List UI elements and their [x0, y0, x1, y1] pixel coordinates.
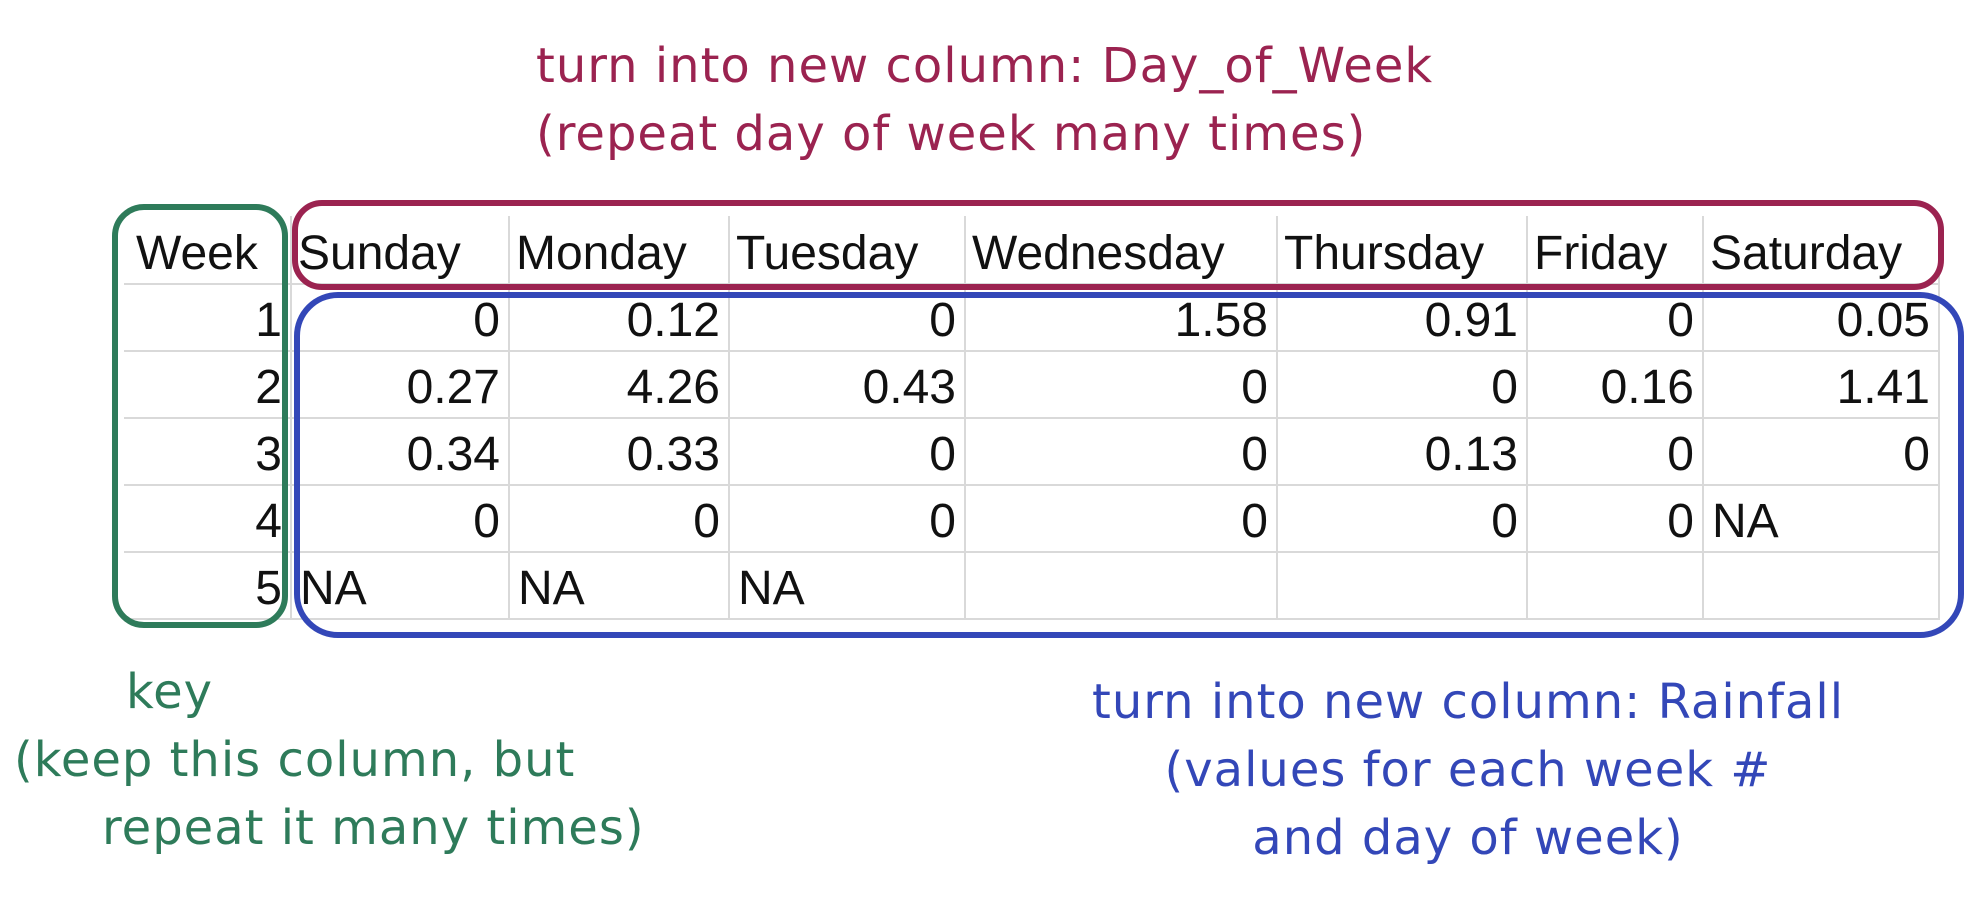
- cell-sunday[interactable]: 0: [290, 484, 510, 553]
- header-thursday[interactable]: Thursday: [1276, 217, 1528, 285]
- cell-saturday[interactable]: [1702, 551, 1940, 620]
- cell-week[interactable]: 1: [125, 283, 292, 352]
- key-annotation: key (keep this column, but repeat it man…: [14, 658, 645, 862]
- cell-saturday[interactable]: NA: [1702, 484, 1940, 553]
- day-of-week-annotation-line2: (repeat day of week many times): [536, 106, 1367, 162]
- cell-tuesday[interactable]: 0: [728, 417, 966, 486]
- header-tuesday[interactable]: Tuesday: [728, 217, 966, 285]
- key-annotation-line3: repeat it many times): [102, 800, 645, 856]
- rainfall-annotation-line1: turn into new column: Rainfall: [1092, 674, 1845, 730]
- table-row: 2 0.27 4.26 0.43 0 0 0.16 1.41: [125, 350, 1940, 419]
- cell-thursday[interactable]: 0: [1276, 350, 1528, 419]
- table-row: 4 0 0 0 0 0 0 NA: [125, 484, 1940, 553]
- cell-saturday[interactable]: 1.41: [1702, 350, 1940, 419]
- cell-friday[interactable]: 0.16: [1526, 350, 1704, 419]
- key-column-highlight: [112, 204, 288, 628]
- cell-wednesday[interactable]: 0: [964, 484, 1278, 553]
- cell-week[interactable]: 3: [125, 417, 292, 486]
- cell-week[interactable]: 2: [125, 350, 292, 419]
- cell-monday[interactable]: 4.26: [508, 350, 730, 419]
- cell-monday[interactable]: NA: [508, 551, 730, 620]
- header-sunday[interactable]: Sunday: [290, 217, 510, 285]
- header-week[interactable]: Week: [125, 217, 292, 285]
- cell-tuesday[interactable]: 0: [728, 484, 966, 553]
- cell-monday[interactable]: 0.33: [508, 417, 730, 486]
- rainfall-annotation-line3: and day of week): [1252, 810, 1684, 866]
- cell-thursday[interactable]: 0: [1276, 484, 1528, 553]
- cell-wednesday[interactable]: [964, 551, 1278, 620]
- cell-monday[interactable]: 0: [508, 484, 730, 553]
- cell-friday[interactable]: 0: [1526, 417, 1704, 486]
- cell-sunday[interactable]: 0.27: [290, 350, 510, 419]
- day-of-week-annotation: turn into new column: Day_of_Week (repea…: [536, 32, 1433, 168]
- key-annotation-line1: key: [126, 664, 214, 720]
- header-saturday[interactable]: Saturday: [1702, 217, 1940, 285]
- cell-wednesday[interactable]: 0: [964, 417, 1278, 486]
- header-row: Week Sunday Monday Tuesday Wednesday Thu…: [125, 217, 1940, 285]
- day-columns-highlight: [292, 200, 1944, 290]
- header-wednesday[interactable]: Wednesday: [964, 217, 1278, 285]
- header-friday[interactable]: Friday: [1526, 217, 1704, 285]
- key-annotation-line2: (keep this column, but: [14, 732, 576, 788]
- cell-saturday[interactable]: 0: [1702, 417, 1940, 486]
- cell-week[interactable]: 4: [125, 484, 292, 553]
- values-highlight: [294, 292, 1964, 638]
- cell-thursday[interactable]: 0.13: [1276, 417, 1528, 486]
- cell-tuesday[interactable]: NA: [728, 551, 966, 620]
- cell-sunday[interactable]: 0.34: [290, 417, 510, 486]
- cell-friday[interactable]: 0: [1526, 484, 1704, 553]
- table-row: 3 0.34 0.33 0 0 0.13 0 0: [125, 417, 1940, 486]
- header-monday[interactable]: Monday: [508, 217, 730, 285]
- rainfall-annotation-line2: (values for each week #: [1164, 742, 1772, 798]
- cell-tuesday[interactable]: 0.43: [728, 350, 966, 419]
- table-row: 5 NA NA NA: [125, 551, 1940, 620]
- cell-friday[interactable]: [1526, 551, 1704, 620]
- cell-wednesday[interactable]: 0: [964, 350, 1278, 419]
- rainfall-table: Week Sunday Monday Tuesday Wednesday Thu…: [124, 216, 1940, 620]
- rainfall-annotation: turn into new column: Rainfall (values f…: [1092, 668, 1844, 872]
- day-of-week-annotation-line1: turn into new column: Day_of_Week: [536, 38, 1434, 94]
- cell-thursday[interactable]: [1276, 551, 1528, 620]
